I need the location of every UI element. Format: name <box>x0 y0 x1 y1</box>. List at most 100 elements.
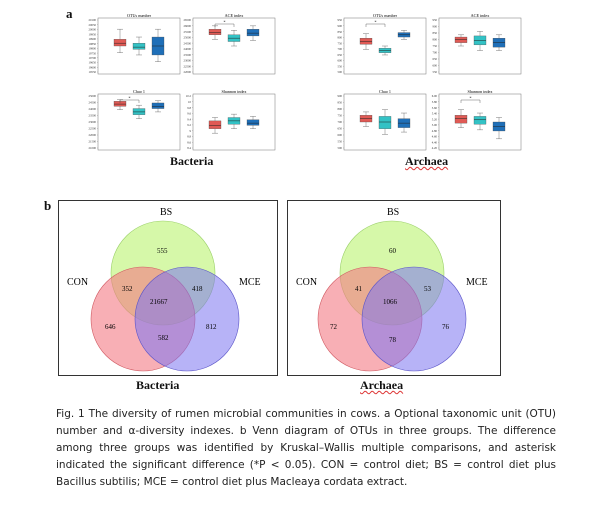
box-0-2-ytick-1: 24500 <box>89 101 97 105</box>
venn-bacteria-left-only: 646 <box>105 323 116 331</box>
venn-archaea-right-label: MCE <box>466 277 488 288</box>
box-0-3-ytick-4: 9.4 <box>187 117 191 121</box>
figure-caption: Fig. 1 The diversity of rumen microbial … <box>56 408 556 488</box>
venn-archaea: BS CON MCE 60 41 53 1066 72 76 78 <box>296 207 488 372</box>
box-0-0-ytick-1: 20050 <box>89 23 97 27</box>
venn-bacteria-mce-circle <box>134 266 240 372</box>
box-0-2-ytick-0: 25000 <box>89 94 97 98</box>
venn-archaea-mce-circle <box>361 266 467 372</box>
box-0-0-ytick-0: 20100 <box>89 18 97 22</box>
bacteria-label: Bacteria <box>170 154 214 168</box>
box-1-0-con-box <box>359 38 373 45</box>
box-0-1-ytick-0: 26500 <box>184 18 192 22</box>
box-0-1-ytick-6: 23500 <box>184 53 192 57</box>
box-0-0-ytick-9: 19650 <box>89 61 97 65</box>
box-0-0-ytick-10: 19600 <box>89 65 97 69</box>
box-1-3-ytick-7: 4.60 <box>432 135 438 139</box>
box-0-0-ytick-11: 19550 <box>89 70 97 74</box>
box-1-3-title: Shannon index <box>467 89 493 94</box>
box-0-3-con-box <box>208 120 222 129</box>
box-0-1-title: ACE index <box>225 13 245 18</box>
box-0-3-ytick-7: 8.8 <box>187 135 191 139</box>
box-0-0-ytick-6: 19800 <box>89 47 97 51</box>
box-0-3-ytick-3: 9.6 <box>187 112 191 116</box>
box-1-1-ytick-2: 850 <box>433 31 438 35</box>
box-0-1-sig-star: * <box>224 20 226 25</box>
box-0-1-ytick-5: 24000 <box>184 47 192 51</box>
box-1-3-ytick-8: 4.40 <box>432 140 438 144</box>
box-1-0-ytick-0: 950 <box>338 18 343 22</box>
box-1-2-bs-box <box>378 116 392 129</box>
box-1-2-ytick-4: 700 <box>338 120 343 124</box>
box-0-3-mce-box <box>246 119 260 126</box>
box-1-2-ytick-3: 750 <box>338 114 343 118</box>
venn-archaea-top-right: 53 <box>424 285 432 293</box>
box-1-1-ytick-4: 750 <box>433 44 438 48</box>
box-0-3-ytick-1: 10 <box>188 100 192 104</box>
venn-archaea-left-label: CON <box>296 277 317 288</box>
venn-archaea-top-only: 60 <box>389 247 397 255</box>
box-0-1-ytick-3: 25000 <box>184 36 192 40</box>
box-0-1-ytick-9: 22000 <box>184 70 192 74</box>
box-1-3-ytick-6: 4.80 <box>432 129 438 133</box>
box-1-3-ytick-3: 5.40 <box>432 112 438 116</box>
box-1-2-ytick-0: 900 <box>338 94 343 98</box>
panel-b-letter: b <box>44 198 52 213</box>
venn-bacteria-top-only: 555 <box>157 247 168 255</box>
venn-bacteria: BS CON MCE 555 352 418 21667 646 812 582 <box>67 207 261 372</box>
box-1-0-ytick-9: 500 <box>338 70 343 74</box>
box-0-0-ytick-4: 19900 <box>89 37 97 41</box>
box-1-2-title: Chao 1 <box>379 89 391 94</box>
box-0-0-bs-box <box>132 43 146 50</box>
box-0-0-ytick-2: 20000 <box>89 28 97 32</box>
box-0-1-ytick-7: 23000 <box>184 59 192 63</box>
box-1-3-con-box <box>454 115 468 124</box>
venn-archaea-top-label: BS <box>387 207 399 218</box>
box-0-3-ytick-0: 10.2 <box>186 94 192 98</box>
panel-a-letter: a <box>66 6 73 21</box>
box-1-0-ytick-2: 850 <box>338 30 343 34</box>
box-0-1-ytick-1: 26000 <box>184 24 192 28</box>
venn-bacteria-left-label: CON <box>67 277 88 288</box>
venn-bacteria-top-label: BS <box>160 207 172 218</box>
box-0-2-sig-star: * <box>129 96 131 101</box>
venn-archaea-right-only: 76 <box>442 323 450 331</box>
box-0-1-ytick-2: 25500 <box>184 30 192 34</box>
box-1-2-ytick-8: 500 <box>338 146 343 150</box>
box-1-1-ytick-1: 900 <box>433 25 438 29</box>
box-1-3-ytick-4: 5.20 <box>432 117 438 121</box>
box-0-2-ytick-7: 21500 <box>89 140 97 144</box>
venn-archaea-left-only: 72 <box>330 323 338 331</box>
boxplot-grid: OTUs number 20100200502000019950199001985… <box>89 13 522 151</box>
box-0-1-mce-box <box>246 29 260 37</box>
box-0-2-sig-bracket <box>119 99 140 103</box>
box-0-0-ytick-3: 19950 <box>89 32 97 36</box>
box-1-1-ytick-8: 550 <box>433 70 438 74</box>
box-1-3-ytick-2: 5.60 <box>432 106 438 110</box>
box-0-0-ytick-5: 19850 <box>89 42 97 46</box>
box-1-1-ytick-3: 800 <box>433 38 438 42</box>
box-1-3-sig-star: * <box>470 96 472 101</box>
box-1-0-sig-bracket <box>365 23 386 27</box>
box-0-2-ytick-4: 23000 <box>89 120 97 124</box>
box-0-3-ytick-8: 8.6 <box>187 140 191 144</box>
box-1-0-ytick-7: 600 <box>338 59 343 63</box>
archaea-label: Archaea <box>405 154 449 168</box>
box-0-0-title: OTUs number <box>127 13 152 18</box>
box-1-0-ytick-6: 650 <box>338 53 343 57</box>
box-0-2-ytick-5: 22500 <box>89 127 97 131</box>
box-0-2-ytick-2: 24000 <box>89 107 97 111</box>
box-0-3-ytick-9: 8.4 <box>187 146 191 150</box>
venn-bacteria-title: Bacteria <box>136 378 180 392</box>
box-1-1-ytick-7: 600 <box>433 64 438 68</box>
venn-bacteria-left-right: 582 <box>158 334 169 342</box>
venn-bacteria-right-only: 812 <box>206 323 217 331</box>
box-1-2-ytick-7: 550 <box>338 140 343 144</box>
box-0-1-ytick-4: 24500 <box>184 41 192 45</box>
box-1-2-ytick-6: 600 <box>338 133 343 137</box>
box-0-3-ytick-2: 9.8 <box>187 106 191 110</box>
box-1-3-ytick-0: 6.00 <box>432 94 438 98</box>
box-1-2-ytick-2: 800 <box>338 107 343 111</box>
box-0-0-ytick-7: 19750 <box>89 51 97 55</box>
box-1-3-ytick-5: 5.00 <box>432 123 438 127</box>
